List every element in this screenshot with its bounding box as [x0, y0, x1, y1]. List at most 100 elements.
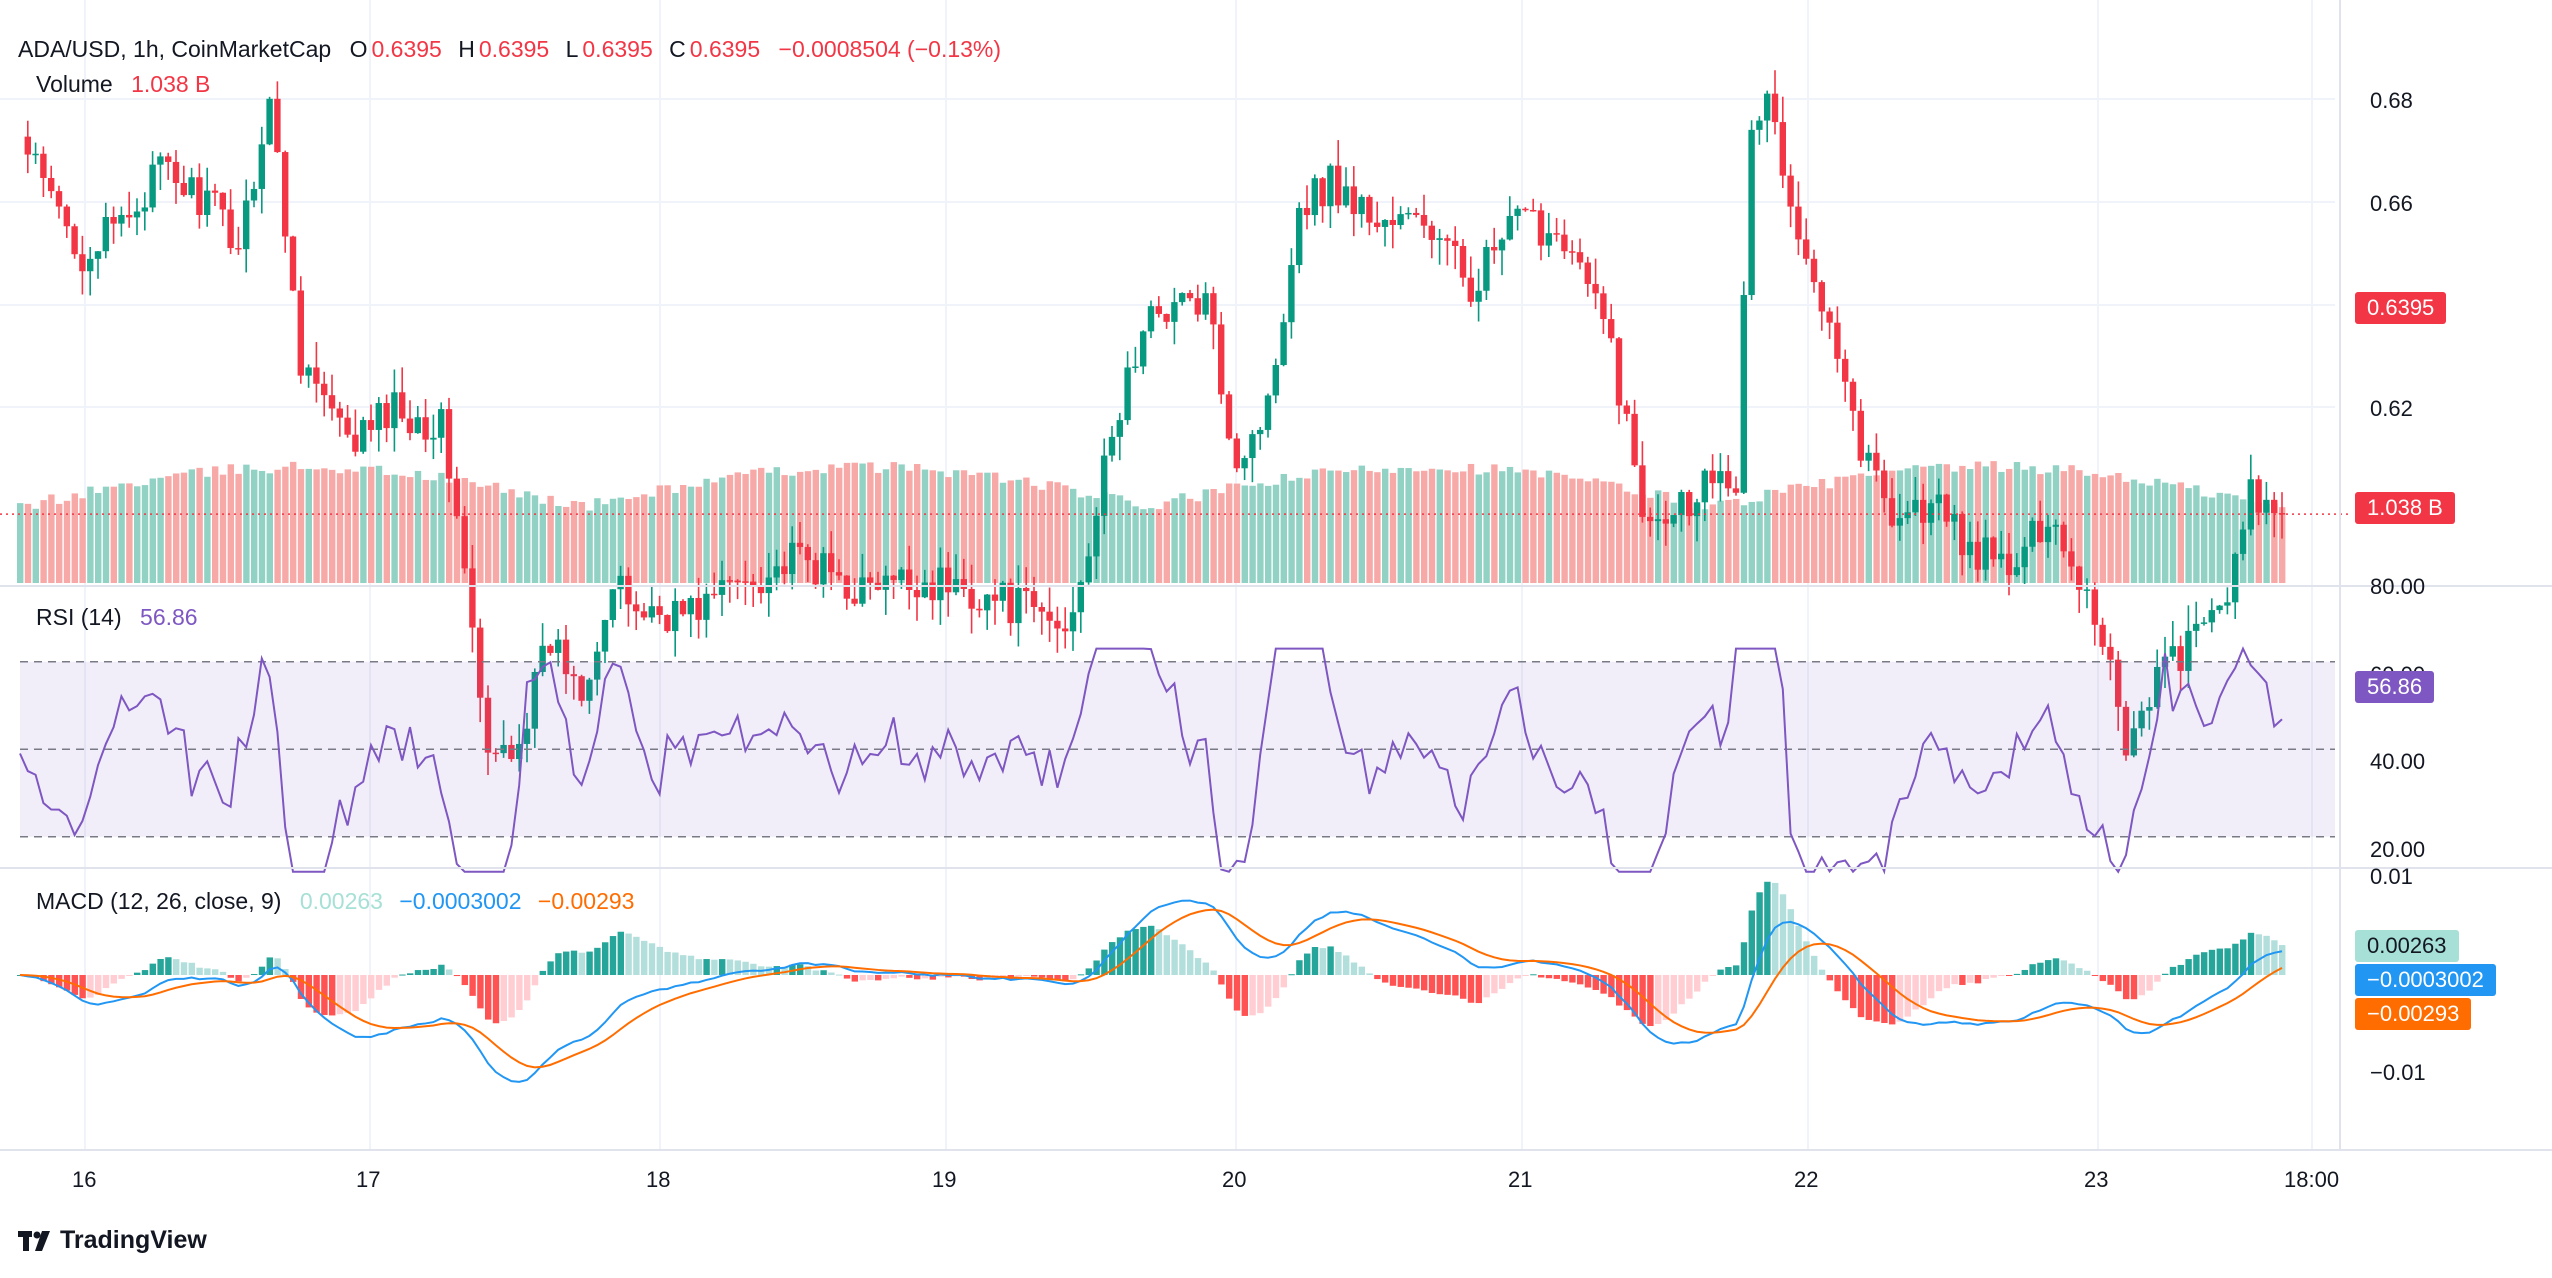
macd-histogram-bar: [2232, 943, 2239, 975]
volume-bar: [1023, 477, 1030, 583]
candle-body: [1459, 245, 1467, 278]
macd-histogram-bar: [2247, 932, 2255, 975]
candle-body: [1030, 591, 1038, 608]
volume-bar: [1990, 461, 1997, 583]
volume-bar: [1265, 485, 1272, 583]
candle-body: [1717, 471, 1724, 484]
candle-body: [1015, 587, 1022, 624]
macd-histogram-bar: [1943, 975, 1950, 989]
volume-bar: [672, 492, 679, 583]
candle-body: [929, 582, 936, 601]
volume-bar: [1787, 484, 1794, 583]
candle-body: [430, 437, 437, 440]
volume-bar: [914, 464, 921, 583]
candle-body: [1631, 413, 1638, 466]
candle-body: [1054, 620, 1061, 629]
macd-histogram-bar: [516, 975, 523, 1010]
candle-body: [1615, 338, 1623, 406]
volume-bar: [235, 473, 242, 583]
volume-bar: [453, 482, 461, 583]
volume-bar: [1850, 475, 1857, 583]
candle-body: [406, 418, 414, 434]
macd-histogram-bar: [110, 975, 117, 984]
candle-body: [820, 553, 827, 585]
candle-body: [1600, 293, 1607, 320]
macd-histogram-bar: [492, 975, 500, 1024]
volume-bar: [695, 486, 702, 583]
volume-bar: [1530, 470, 1537, 583]
macd-histogram-bar: [609, 936, 617, 975]
macd-histogram-bar: [2029, 964, 2036, 975]
macd-histogram-bar: [1920, 975, 1927, 1006]
candle-body: [796, 542, 804, 547]
volume-bar: [2255, 502, 2262, 583]
candle-body: [1990, 537, 1997, 560]
candle-body: [656, 606, 663, 615]
candle-body: [1951, 513, 1958, 522]
volume-bar: [2154, 478, 2161, 583]
candle-body: [2044, 526, 2052, 543]
candle-body: [1693, 502, 1701, 517]
candle-body: [672, 600, 679, 632]
volume-bar: [219, 474, 227, 583]
candle-body: [1553, 233, 1560, 235]
macd-histogram-bar: [1569, 975, 1576, 983]
candle-body: [1335, 165, 1342, 206]
macd-histogram-bar: [1631, 975, 1638, 1017]
candle-body: [1108, 436, 1116, 456]
candle-body: [859, 577, 866, 604]
candle-body: [1257, 429, 1264, 435]
macd-histogram-bar: [1530, 974, 1537, 976]
macd-histogram-bar: [485, 975, 492, 1020]
candle-body: [1982, 537, 1989, 570]
macd-histogram-bar: [1280, 975, 1287, 988]
macd-histogram-bar: [719, 959, 726, 975]
volume-bar: [258, 470, 266, 583]
macd-histogram-bar: [625, 933, 632, 975]
candle-body: [1140, 331, 1147, 367]
last-price-tag: 0.6395: [2355, 292, 2447, 324]
volume-bar: [1179, 493, 1186, 583]
candle-body: [508, 744, 515, 760]
volume-bar: [999, 482, 1007, 583]
volume-bar: [937, 471, 944, 583]
macd-hist-value: 0.00263: [299, 888, 383, 914]
macd-histogram-bar: [1694, 975, 1701, 992]
volume-bar: [2208, 497, 2216, 583]
candle-body: [1537, 210, 1545, 246]
candle-body: [2255, 479, 2262, 513]
macd-histogram-bar: [2208, 949, 2216, 975]
volume-bar: [1545, 470, 1553, 583]
macd-histogram-bar: [2076, 968, 2083, 975]
candle-body: [297, 290, 304, 376]
candle-body: [1483, 246, 1490, 291]
x-tick: 19: [932, 1167, 957, 1192]
macd-histogram-bar: [1194, 958, 1202, 975]
macd-histogram-bar: [1015, 975, 1022, 978]
candle-body: [2115, 659, 2122, 707]
volume-bar: [1803, 485, 1810, 583]
volume-bar: [438, 472, 445, 583]
candle-body: [414, 417, 421, 434]
candle-body: [1218, 324, 1225, 395]
volume-bar: [1038, 489, 1046, 583]
macd-histogram-bar: [1522, 975, 1529, 976]
macd-histogram-bar: [851, 975, 858, 982]
macd-histogram-bar: [734, 960, 741, 975]
tradingview-logo[interactable]: TradingView: [18, 1226, 207, 1255]
macd-histogram-bar: [1405, 975, 1412, 988]
volume-bar: [469, 482, 476, 583]
macd-histogram-bar: [297, 975, 305, 999]
macd-histogram-bar: [235, 975, 242, 982]
macd-legend: MACD (12, 26, close, 9) 0.00263 −0.00030…: [36, 890, 638, 913]
candle-body: [867, 577, 874, 583]
volume-bar: [1904, 468, 1911, 583]
volume-bar: [945, 477, 952, 583]
candle-body: [305, 367, 312, 376]
macd-histogram-bar: [2099, 975, 2106, 982]
candle-body: [180, 183, 187, 196]
macd-histogram-bar: [399, 974, 406, 976]
volume-bar: [1007, 480, 1014, 583]
candle-body: [1155, 306, 1162, 314]
